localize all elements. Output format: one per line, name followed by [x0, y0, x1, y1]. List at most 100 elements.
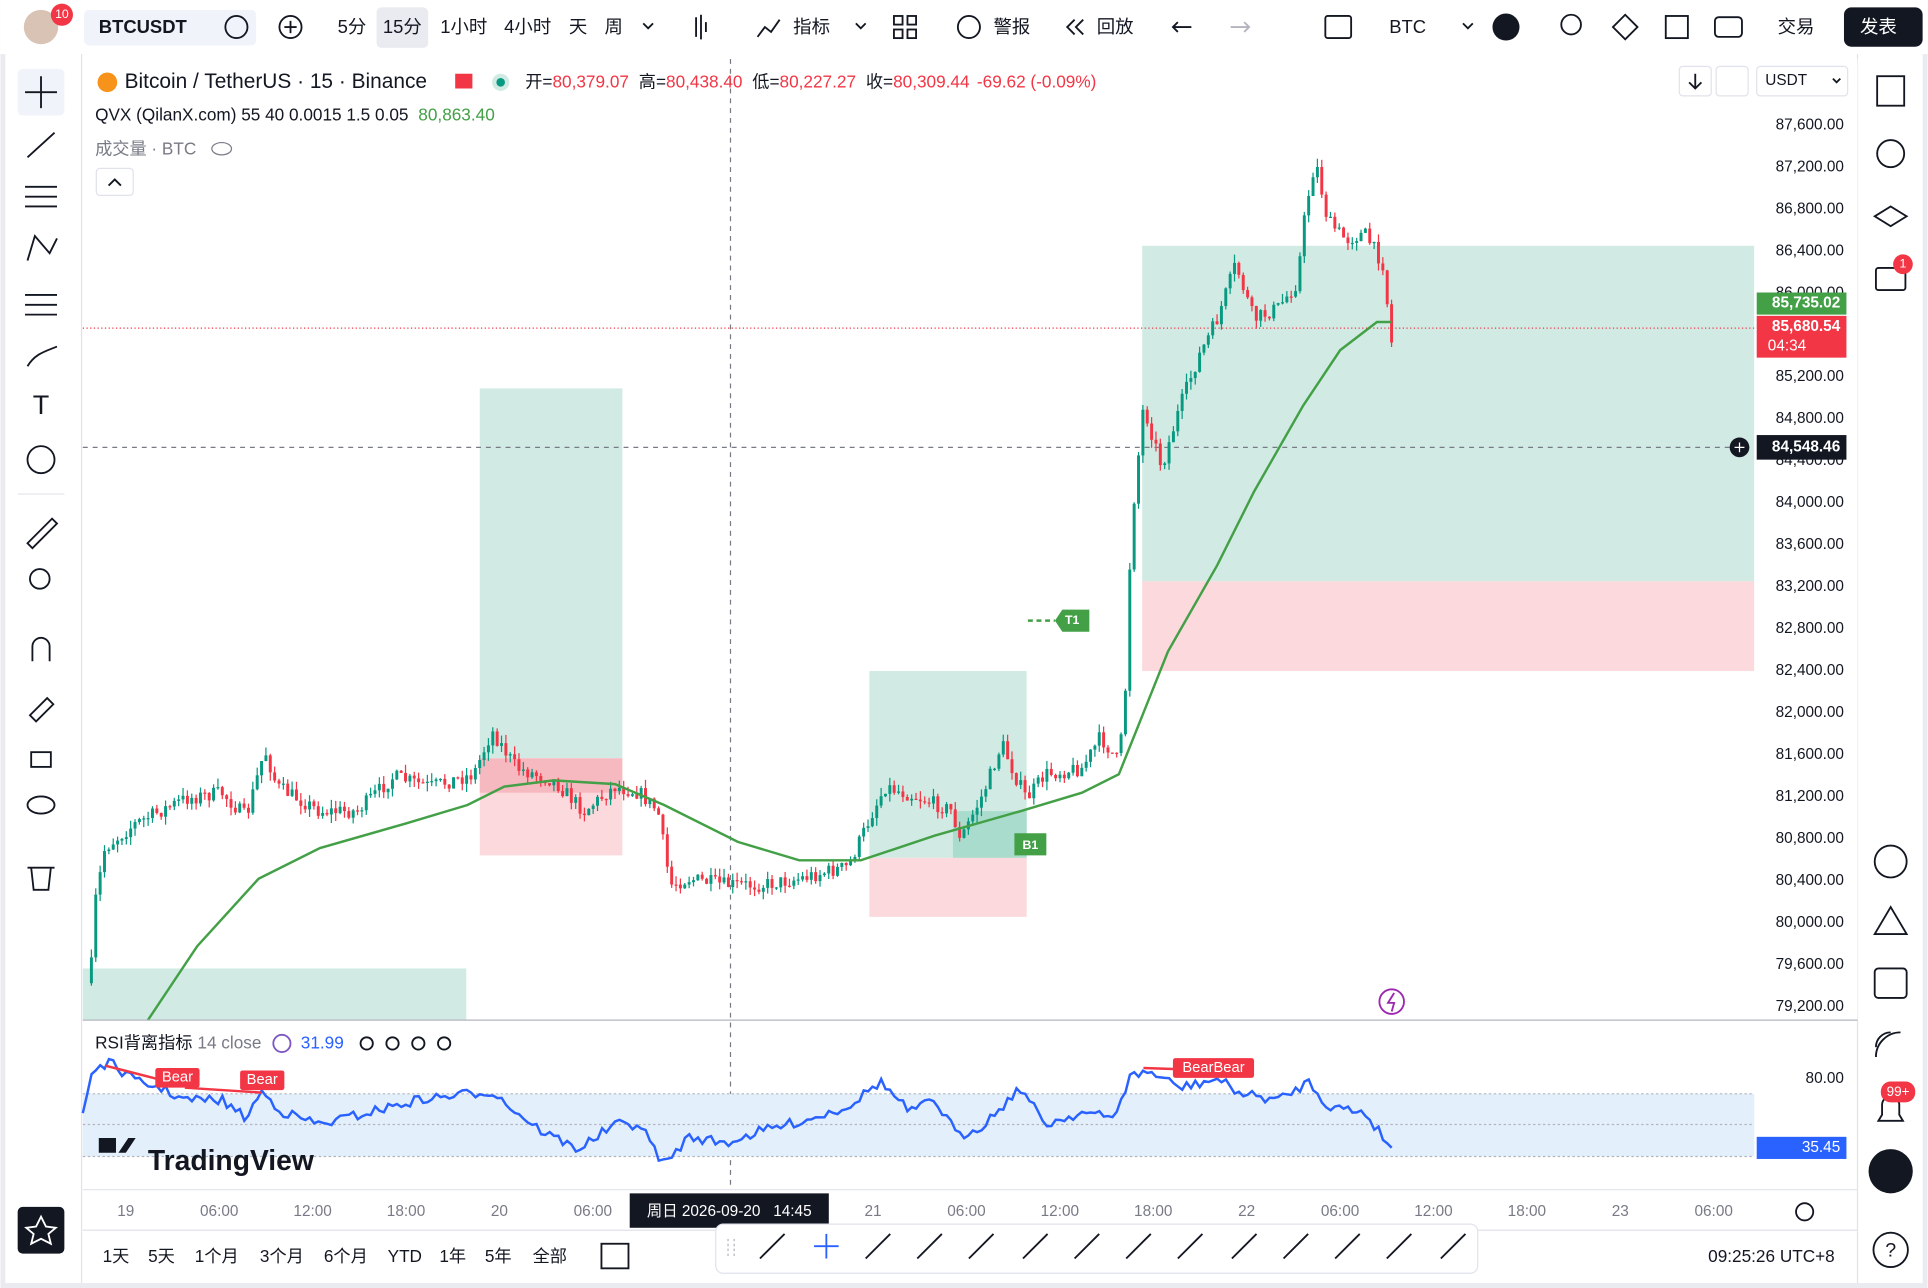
emoji-tool[interactable] [26, 445, 56, 475]
clock-icon[interactable] [1876, 139, 1906, 169]
range-button[interactable]: 6个月 [324, 1246, 368, 1266]
add-symbol-icon[interactable] [278, 15, 303, 40]
stream-icon[interactable] [1875, 1031, 1901, 1057]
rsi-last-bg [1756, 1136, 1847, 1159]
range-button[interactable]: 1个月 [195, 1246, 239, 1266]
hidden-icon[interactable] [359, 1036, 374, 1051]
interval-button[interactable]: 15分 [383, 16, 422, 37]
range-button[interactable]: YTD [388, 1246, 422, 1266]
replay-icon[interactable] [1065, 19, 1084, 36]
undo[interactable] [1171, 21, 1192, 33]
interval-button[interactable]: 1小时 [440, 16, 487, 37]
alert-button[interactable]: 警报 [994, 16, 1031, 37]
settings-icon[interactable] [1611, 13, 1639, 41]
interval-button[interactable]: 周 [605, 16, 623, 37]
replay-button[interactable]: 回放 [1097, 16, 1134, 37]
drawing-tool[interactable] [1386, 1233, 1413, 1260]
drawing-tool[interactable] [1073, 1233, 1100, 1260]
drawing-tool[interactable] [1125, 1233, 1152, 1260]
candle-body [888, 785, 892, 794]
hidden-icon[interactable] [211, 141, 233, 156]
fullscreen-box[interactable] [1324, 15, 1353, 40]
pattern-tool[interactable] [26, 234, 58, 261]
favorites[interactable] [17, 1206, 65, 1254]
interval-button[interactable]: 5分 [338, 16, 367, 37]
fib-tool[interactable] [25, 185, 57, 208]
screenshot-icon[interactable] [1714, 16, 1743, 38]
drawing-tool[interactable] [1231, 1233, 1258, 1260]
currency-selector[interactable] [1756, 65, 1849, 97]
ideas-icon[interactable] [1873, 905, 1909, 935]
reset-button[interactable] [1715, 65, 1749, 97]
layers-icon[interactable] [1872, 205, 1909, 228]
compare-icon[interactable] [224, 15, 249, 40]
drawing-tool[interactable] [865, 1233, 891, 1260]
delete-tool[interactable] [27, 866, 55, 891]
drawing-tool[interactable] [1334, 1233, 1361, 1260]
symbol-search[interactable] [84, 9, 257, 46]
text-tool[interactable]: T [33, 390, 50, 420]
range-button[interactable]: 全部 [533, 1246, 567, 1266]
range-button[interactable]: 1天 [103, 1246, 130, 1266]
avatar[interactable] [23, 9, 59, 45]
range-button[interactable]: 3个月 [260, 1246, 304, 1266]
candle-body [347, 811, 351, 818]
event-icon[interactable] [1378, 988, 1405, 1015]
magnet-tool[interactable] [31, 636, 51, 662]
lock-tool[interactable] [30, 751, 52, 768]
drawing-tool[interactable] [968, 1233, 995, 1260]
candle-body [1193, 371, 1197, 379]
drawing-tool[interactable] [1177, 1233, 1204, 1260]
broker-icon[interactable] [1492, 13, 1520, 41]
ruler-tool[interactable] [26, 517, 59, 550]
help-icon[interactable] [1872, 1231, 1909, 1269]
range-button[interactable]: 5天 [148, 1246, 175, 1266]
range-button[interactable]: 1年 [439, 1246, 466, 1266]
range-button[interactable]: 5年 [485, 1246, 512, 1266]
date-range-icon[interactable] [600, 1242, 630, 1270]
search-icon[interactable] [1560, 13, 1582, 36]
candle-body [953, 809, 957, 827]
alert-icon[interactable] [956, 15, 981, 40]
candle-body [1010, 759, 1014, 774]
currency[interactable]: BTC [1389, 16, 1426, 37]
axis-settings[interactable] [1795, 1202, 1815, 1222]
drawing-tool[interactable] [759, 1233, 786, 1260]
forecast-tool[interactable] [25, 294, 57, 316]
brush-tool[interactable] [26, 345, 58, 367]
drawing-tool[interactable] [814, 1233, 839, 1259]
candles-icon[interactable] [695, 14, 707, 40]
candle-body [949, 804, 953, 810]
expand-icon[interactable] [1664, 15, 1689, 40]
candle-body [674, 884, 678, 886]
interval-button[interactable]: 4小时 [504, 16, 551, 37]
target-icon[interactable] [1873, 844, 1908, 879]
interval-button[interactable]: 天 [569, 16, 587, 37]
trendline-tool[interactable] [26, 132, 56, 158]
flag[interactable] [455, 73, 473, 89]
layout-icon[interactable] [893, 15, 904, 26]
visibility-tool[interactable] [26, 795, 56, 815]
lock-draw-tool[interactable] [28, 696, 55, 723]
trade-button[interactable]: 交易 [1778, 16, 1815, 37]
hidden-icon[interactable] [411, 1036, 426, 1051]
drawing-tool[interactable] [1282, 1233, 1309, 1260]
chat-icon[interactable] [1875, 267, 1907, 291]
calendar-icon[interactable] [1873, 967, 1908, 999]
candle-body [875, 805, 879, 819]
watchlist-icon[interactable] [1876, 75, 1906, 107]
time-label: 18:00 [1134, 1203, 1172, 1220]
hidden-icon[interactable] [437, 1036, 452, 1051]
publish-bg[interactable] [1843, 7, 1923, 47]
zoom-tool[interactable] [29, 568, 51, 590]
collapse-button[interactable] [95, 167, 134, 197]
indicators-icon[interactable] [756, 19, 781, 38]
drawing-tool[interactable] [916, 1233, 943, 1260]
indicators-button[interactable]: 指标 [793, 16, 830, 37]
redo[interactable] [1230, 21, 1251, 33]
apps-icon[interactable] [1868, 1149, 1913, 1194]
drawing-tool[interactable] [1440, 1233, 1467, 1260]
hidden-icon[interactable] [385, 1036, 400, 1051]
crosshair-tool[interactable] [25, 76, 57, 109]
drawing-tool[interactable] [1022, 1233, 1049, 1260]
